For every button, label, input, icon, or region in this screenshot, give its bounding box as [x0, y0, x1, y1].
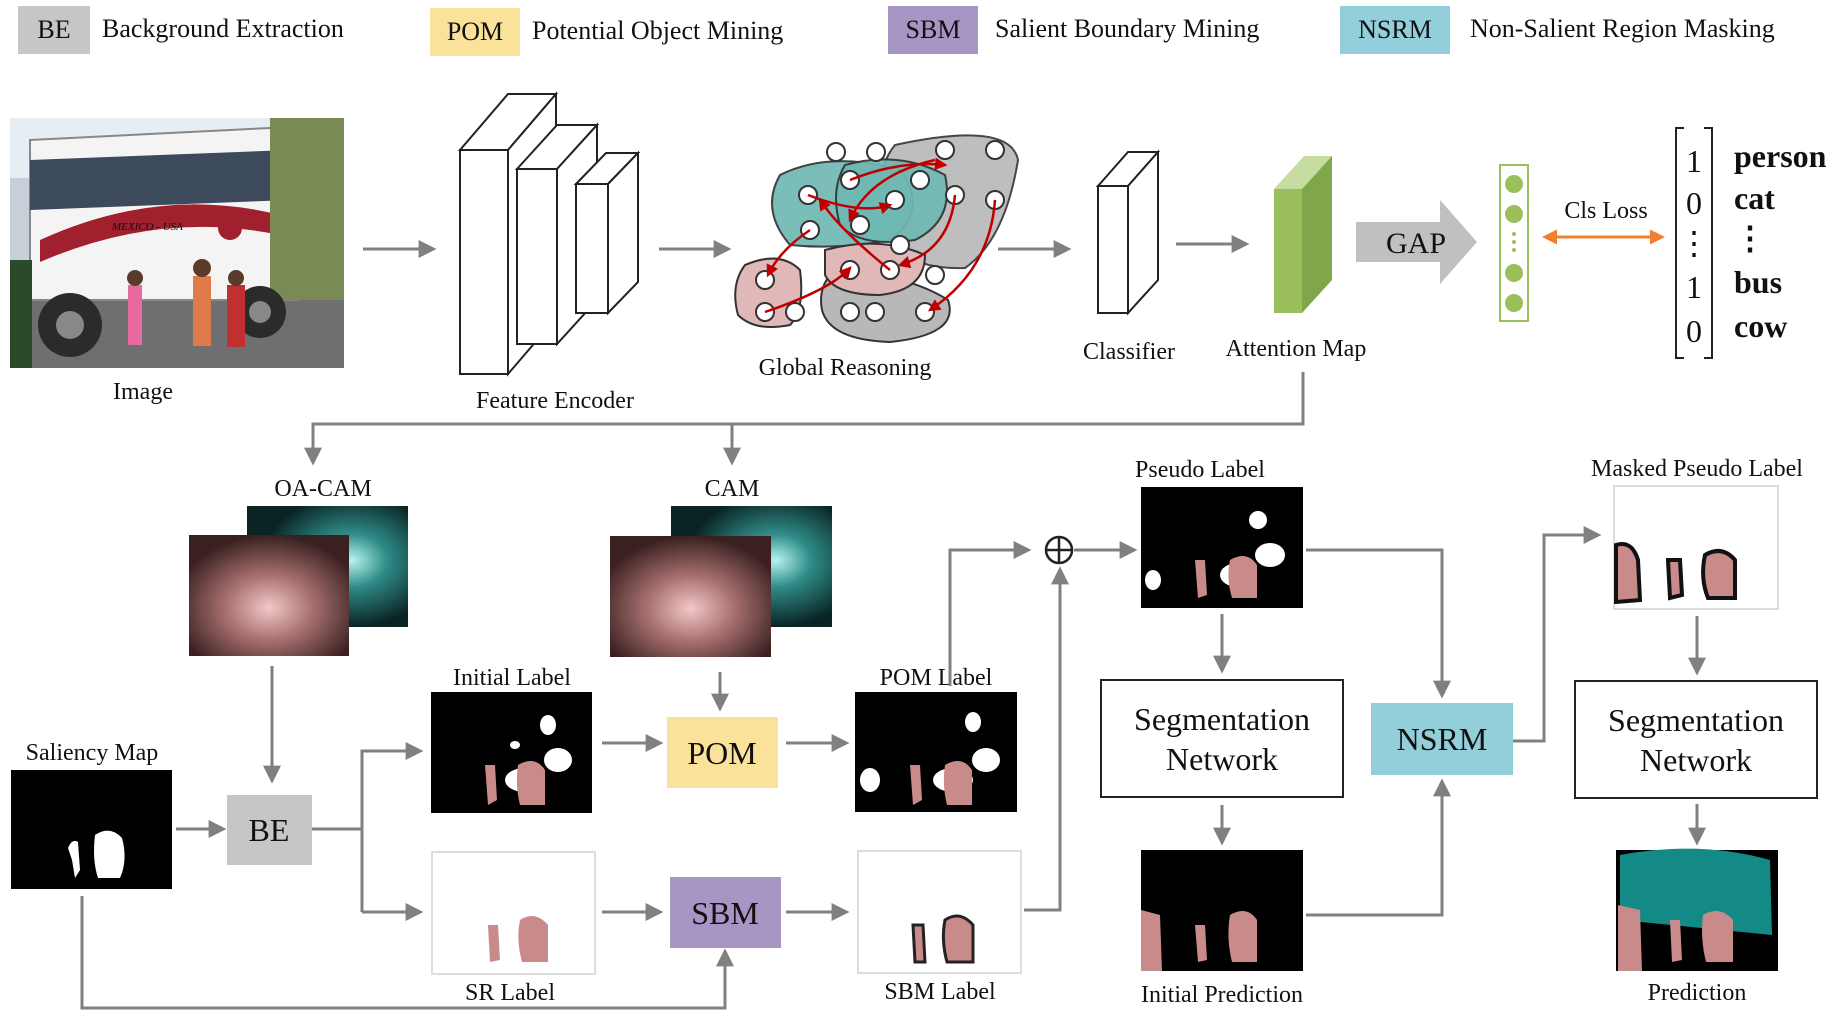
- pom-box-label: POM: [687, 735, 756, 771]
- class-name: ⋮: [1734, 220, 1766, 256]
- global-reasoning-graph: [734, 134, 1020, 344]
- class-name: bus: [1734, 264, 1782, 300]
- legend-abbr: SBM: [906, 15, 961, 44]
- arrow: [1306, 548, 1451, 699]
- arrow: [80, 896, 734, 1010]
- attention-map: [1274, 156, 1332, 313]
- nsrm-box-label: NSRM: [1397, 721, 1488, 757]
- segmentation-network-2: Segmentation Network: [1574, 680, 1818, 799]
- legend-abbr: POM: [447, 17, 503, 46]
- prediction-label: Prediction: [1648, 980, 1747, 1006]
- legend: BE Background Extraction POM Potential O…: [18, 6, 1775, 56]
- class-name: cat: [1734, 180, 1775, 216]
- sr-label-label: SR Label: [465, 980, 555, 1006]
- cls-loss-label: Cls Loss: [1564, 198, 1647, 224]
- arrow: [360, 742, 424, 912]
- global-reasoning-label: Global Reasoning: [759, 355, 932, 381]
- initial-prediction-label: Initial Prediction: [1141, 982, 1303, 1008]
- combine-plus-icon: [1044, 535, 1074, 565]
- legend-label: Potential Object Mining: [532, 16, 783, 45]
- legend-label: Salient Boundary Mining: [995, 14, 1259, 43]
- pooled-vector: [1499, 164, 1529, 322]
- gap-arrow: GAP: [1356, 200, 1477, 284]
- classifier-label: Classifier: [1083, 339, 1175, 365]
- seg-net-line-1: Segmentation: [1134, 701, 1310, 737]
- arrow: [1306, 778, 1451, 917]
- legend-abbr: NSRM: [1358, 15, 1432, 44]
- class-name: person: [1734, 138, 1827, 174]
- image-label: Image: [113, 379, 173, 405]
- seg-net-line-1: Segmentation: [1608, 702, 1784, 738]
- gap-label: GAP: [1386, 227, 1446, 260]
- feature-encoder-label: Feature Encoder: [476, 388, 634, 414]
- arrow: [948, 541, 1032, 686]
- arrow: [304, 372, 1305, 466]
- legend-item-nsrm: NSRM Non-Salient Region Masking: [1340, 6, 1775, 54]
- feature-encoder: [457, 91, 641, 377]
- arrow: [1513, 526, 1602, 743]
- legend-abbr: BE: [37, 15, 70, 44]
- initial-label-map: [431, 692, 592, 813]
- legend-item-be: BE Background Extraction: [18, 6, 344, 54]
- segmentation-network-1: Segmentation Network: [1100, 679, 1344, 798]
- pseudo-label-label: Pseudo Label: [1135, 457, 1265, 483]
- pom-label-label: POM Label: [880, 665, 993, 691]
- class-name: cow: [1734, 308, 1787, 344]
- input-image: MEXICO - USA: [10, 118, 344, 368]
- initial-prediction-map: [1141, 850, 1303, 971]
- cam-heatmap: [610, 506, 832, 657]
- class-vector-value: 1: [1686, 269, 1702, 305]
- classifier: [1095, 149, 1161, 316]
- sbm-box-label: SBM: [691, 895, 759, 931]
- seg-net-line-2: Network: [1166, 741, 1278, 777]
- attention-map-label: Attention Map: [1226, 336, 1367, 362]
- seg-net-line-2: Network: [1640, 742, 1752, 778]
- class-list: 1 person 0 cat ⋮ ⋮ 1 bus 0 cow: [1678, 138, 1827, 349]
- oa-cam-heatmap: [189, 506, 408, 656]
- bus-sign: MEXICO - USA: [111, 221, 183, 233]
- class-vector-value: 0: [1686, 313, 1702, 349]
- saliency-map-label: Saliency Map: [26, 740, 159, 766]
- pom-box: POM: [667, 717, 778, 788]
- prediction-map: [1616, 848, 1778, 971]
- be-box: BE: [227, 795, 312, 865]
- legend-label: Non-Salient Region Masking: [1470, 14, 1775, 43]
- class-label-vector: [1675, 127, 1713, 359]
- legend-label: Background Extraction: [102, 14, 344, 43]
- pseudo-label-map: [1141, 487, 1303, 608]
- sbm-label-label: SBM Label: [884, 979, 996, 1005]
- sr-label-map: [431, 851, 596, 975]
- arrow: [1024, 566, 1069, 912]
- pom-label-map: [855, 692, 1017, 812]
- nsrm-box: NSRM: [1371, 703, 1513, 775]
- legend-item-sbm: SBM Salient Boundary Mining: [888, 6, 1259, 54]
- class-vector-value: 0: [1686, 185, 1702, 221]
- be-box-label: BE: [249, 812, 290, 848]
- oa-cam-label: OA-CAM: [274, 476, 371, 502]
- masked-pseudo-label-label: Masked Pseudo Label: [1591, 456, 1803, 482]
- masked-pseudo-label-map: [1613, 485, 1779, 610]
- saliency-map: [11, 770, 172, 889]
- cam-label: CAM: [705, 476, 760, 502]
- initial-label-label: Initial Label: [453, 665, 571, 691]
- sbm-label-map: [857, 850, 1022, 974]
- class-vector-value: 1: [1686, 143, 1702, 179]
- sbm-box: SBM: [670, 877, 781, 948]
- class-vector-value: ⋮: [1678, 225, 1710, 261]
- legend-item-pom: POM Potential Object Mining: [430, 8, 783, 56]
